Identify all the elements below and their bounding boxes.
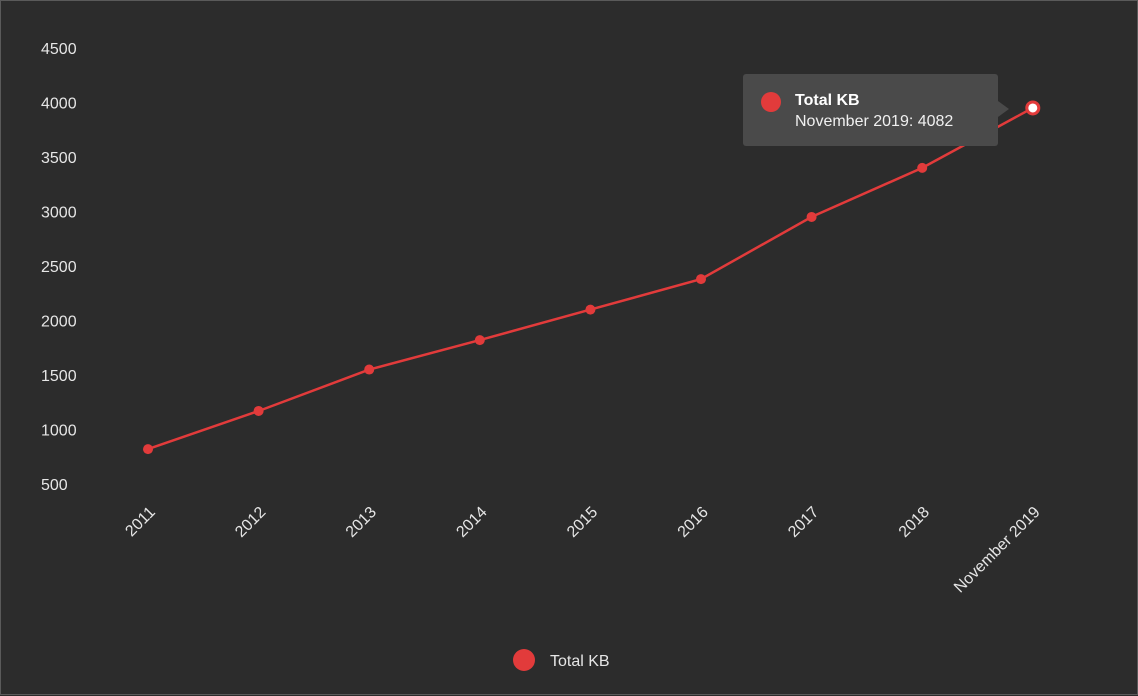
series-layer bbox=[143, 100, 1041, 455]
y-tick-label: 4000 bbox=[41, 96, 77, 113]
legend-label-total-kb[interactable]: Total KB bbox=[550, 653, 610, 670]
series-line-total-kb bbox=[147, 106, 1034, 451]
tooltip-title: Total KB bbox=[795, 92, 860, 109]
x-tick-label: 2018 bbox=[896, 504, 933, 541]
points-layer bbox=[143, 100, 1041, 455]
tooltip: Total KB November 2019: 4082 bbox=[743, 74, 1009, 146]
data-point[interactable] bbox=[143, 444, 153, 455]
y-tick-label: 2500 bbox=[41, 259, 77, 276]
x-tick-label: 2011 bbox=[122, 504, 158, 540]
y-tick-label: 3500 bbox=[41, 150, 77, 167]
data-point[interactable] bbox=[474, 335, 485, 346]
data-point[interactable] bbox=[364, 364, 375, 375]
tooltip-arrow bbox=[998, 101, 1009, 117]
x-tick-label: 2017 bbox=[785, 504, 822, 541]
tooltip-box bbox=[743, 74, 998, 146]
data-point[interactable] bbox=[917, 162, 928, 173]
x-tick-label: November 2019 bbox=[951, 504, 1044, 597]
y-tick-label: 1000 bbox=[41, 423, 77, 440]
x-tick-label: 2015 bbox=[564, 504, 601, 541]
x-axis: 2011 2012 2013 2014 2015 2016 2017 2018 November… bbox=[122, 504, 1043, 597]
y-tick-label: 2000 bbox=[41, 314, 77, 331]
data-point[interactable] bbox=[585, 304, 596, 315]
x-tick-label: 2013 bbox=[343, 504, 380, 541]
x-tick-label: 2014 bbox=[453, 504, 490, 541]
tooltip-series-swatch bbox=[761, 92, 781, 112]
y-axis: 4500 4000 3500 3000 2500 2000 1500 1000 500 bbox=[41, 41, 77, 494]
data-point[interactable] bbox=[806, 211, 817, 222]
y-tick-label: 3000 bbox=[41, 205, 77, 222]
legend-swatch-total-kb[interactable] bbox=[513, 649, 535, 671]
x-tick-label: 2016 bbox=[675, 504, 712, 541]
y-tick-label: 4500 bbox=[41, 41, 77, 58]
data-point-active[interactable] bbox=[1025, 100, 1041, 116]
data-point[interactable] bbox=[696, 274, 706, 285]
x-tick-label: 2012 bbox=[232, 504, 269, 541]
y-tick-label: 1500 bbox=[41, 368, 77, 385]
tooltip-text: November 2019: 4082 bbox=[795, 113, 953, 130]
legend[interactable]: Total KB bbox=[513, 649, 610, 671]
data-point[interactable] bbox=[253, 405, 264, 416]
y-tick-label: 500 bbox=[41, 477, 68, 494]
